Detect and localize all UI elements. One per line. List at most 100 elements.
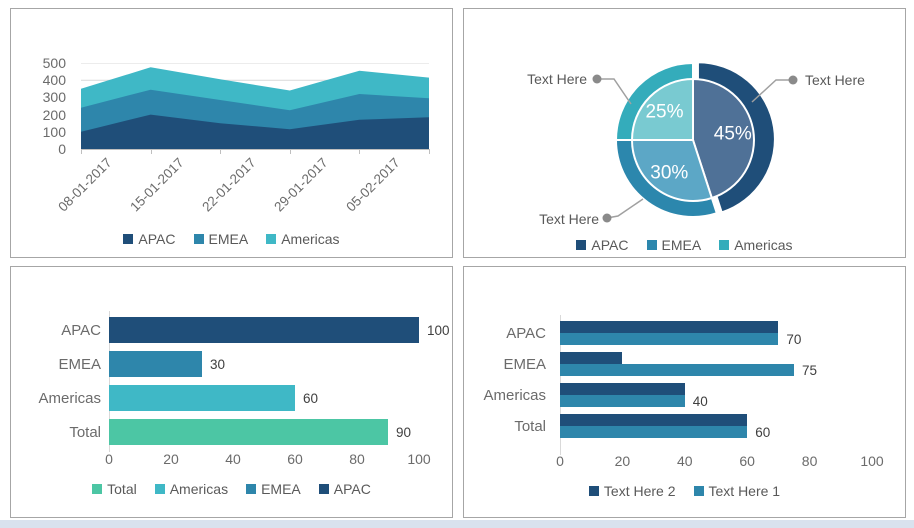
bar-value-label: 30 bbox=[210, 357, 226, 372]
x-axis-tick-label: 40 bbox=[225, 451, 241, 467]
bar-emea-series1[interactable] bbox=[560, 364, 794, 376]
bar-apac-series2[interactable] bbox=[560, 321, 779, 333]
bar-emea[interactable] bbox=[109, 351, 202, 377]
legend-item-text-here-1[interactable]: Text Here 1 bbox=[693, 483, 781, 499]
legend-label: Americas bbox=[169, 481, 229, 497]
bar-americas[interactable] bbox=[109, 385, 295, 411]
x-axis-tick bbox=[150, 149, 152, 154]
bar-apac[interactable] bbox=[109, 317, 419, 343]
bar-total-series1[interactable] bbox=[560, 426, 748, 438]
legend-label: Americas bbox=[281, 231, 340, 247]
bar-total-series2[interactable] bbox=[560, 414, 748, 426]
legend-swatch bbox=[246, 484, 257, 494]
legend-label: EMEA bbox=[208, 231, 249, 247]
legend-item-apac[interactable]: APAC bbox=[318, 481, 371, 497]
legend-swatch bbox=[646, 240, 657, 250]
y-axis-tick-label: 200 bbox=[42, 106, 66, 123]
legend-swatch bbox=[266, 234, 277, 244]
legend-item-emea[interactable]: EMEA bbox=[246, 481, 301, 497]
legend-item-text-here-2[interactable]: Text Here 2 bbox=[588, 483, 676, 499]
chart-legend: Total Americas EMEA APAC bbox=[11, 481, 452, 497]
legend-item-emea[interactable]: EMEA bbox=[193, 231, 249, 247]
x-axis-tick-label: 0 bbox=[105, 451, 113, 467]
x-axis-date-label: 15-01-2017 bbox=[127, 155, 187, 215]
chart-legend: Text Here 2 Text Here 1 bbox=[464, 483, 905, 499]
x-axis-tick bbox=[289, 149, 291, 154]
legend-label: Total bbox=[107, 481, 137, 497]
x-axis-tick-label: 40 bbox=[677, 453, 693, 469]
legend-swatch bbox=[123, 234, 134, 244]
legend-swatch bbox=[719, 240, 730, 250]
x-axis-tick-label: 60 bbox=[287, 451, 303, 467]
pie-callout-label-bottom-left: Text Here bbox=[539, 211, 599, 227]
pie-callout-label-top-left: Text Here bbox=[527, 71, 587, 87]
bar-value-label: 40 bbox=[692, 394, 708, 409]
x-axis-tick-label: 80 bbox=[349, 451, 365, 467]
bar-value-label: 75 bbox=[802, 363, 818, 378]
legend-swatch bbox=[193, 234, 204, 244]
x-axis-tick bbox=[81, 149, 82, 154]
bar-americas-series1[interactable] bbox=[560, 395, 685, 407]
legend-item-emea[interactable]: EMEA bbox=[646, 237, 702, 253]
category-label: EMEA bbox=[503, 356, 546, 373]
legend-label: EMEA bbox=[261, 481, 301, 497]
category-label: APAC bbox=[61, 322, 101, 339]
legend-swatch bbox=[693, 486, 704, 496]
legend-item-apac[interactable]: APAC bbox=[576, 237, 629, 253]
bar-value-label: 70 bbox=[786, 332, 802, 347]
pie-percent-label: 25% bbox=[645, 102, 683, 123]
area-chart-panel: 0 100 200 300 400 500 08-01-2017 15-01-2017 22-0… bbox=[10, 8, 453, 258]
bar-emea-series2[interactable] bbox=[560, 352, 623, 364]
pie-slice-emea[interactable] bbox=[631, 139, 713, 202]
callout-line bbox=[606, 198, 644, 219]
bar-apac-series1[interactable] bbox=[560, 333, 779, 345]
category-label: Total bbox=[69, 424, 101, 441]
bar-value-label: 90 bbox=[396, 425, 412, 440]
legend-label: Text Here 1 bbox=[708, 483, 781, 499]
pie-slice-americas[interactable] bbox=[631, 78, 694, 141]
legend-item-apac[interactable]: APAC bbox=[123, 231, 176, 247]
x-axis-tick-label: 20 bbox=[163, 451, 179, 467]
pie-slice-apac[interactable] bbox=[692, 78, 755, 200]
legend-item-americas[interactable]: Americas bbox=[154, 481, 229, 497]
pie-percent-label: 30% bbox=[650, 163, 688, 184]
y-axis-tick-label: 500 bbox=[42, 55, 66, 71]
bar-total[interactable] bbox=[109, 419, 388, 445]
y-axis-tick-label: 100 bbox=[42, 123, 66, 140]
legend-label: APAC bbox=[591, 237, 629, 253]
pie-plot: 45% 30% 25% bbox=[592, 61, 798, 223]
legend-swatch bbox=[154, 484, 165, 494]
grouped-bar-chart-panel: APAC 70 EMEA 75 Americas 40 Total 60 0 20 40 60 80 10… bbox=[463, 266, 906, 518]
bar-americas-series2[interactable] bbox=[560, 383, 685, 395]
legend-item-total[interactable]: Total bbox=[92, 481, 137, 497]
chart-legend: APAC EMEA Americas bbox=[11, 231, 452, 247]
bar-value-label: 60 bbox=[303, 391, 319, 406]
bar-chart-panel: APAC 100 EMEA 30 Americas 60 Total 90 0 20 40 60 80 1… bbox=[10, 266, 453, 518]
y-axis-tick-label: 300 bbox=[42, 89, 66, 106]
category-label: Americas bbox=[38, 390, 101, 407]
callout-line bbox=[751, 79, 793, 103]
x-axis-tick-label: 100 bbox=[407, 451, 431, 467]
x-axis-tick-label: 80 bbox=[801, 453, 818, 469]
x-axis-tick-label: 60 bbox=[739, 453, 755, 469]
bar-value-label: 60 bbox=[755, 425, 771, 440]
pie-callout-label-right: Text Here bbox=[805, 72, 865, 88]
legend-label: APAC bbox=[138, 231, 176, 247]
x-axis-date-label: 29-01-2017 bbox=[271, 155, 331, 215]
legend-label: EMEA bbox=[661, 237, 702, 253]
legend-item-americas[interactable]: Americas bbox=[719, 237, 793, 253]
legend-item-americas[interactable]: Americas bbox=[266, 231, 340, 247]
x-axis-date-label: 05-02-2017 bbox=[343, 155, 403, 215]
pie-chart-panel: Text Here Text Here Text Here 45% 30% 25% A… bbox=[463, 8, 906, 258]
x-axis-date-label: 22-01-2017 bbox=[199, 155, 259, 215]
legend-label: Text Here 2 bbox=[603, 483, 676, 499]
x-axis-tick bbox=[429, 149, 430, 154]
category-label: EMEA bbox=[58, 356, 101, 373]
legend-label: Americas bbox=[734, 237, 793, 253]
legend-swatch bbox=[92, 484, 103, 494]
callout-dot bbox=[788, 75, 798, 85]
x-axis-tick-label: 20 bbox=[614, 453, 631, 469]
area-series-apac[interactable] bbox=[81, 114, 429, 149]
legend-label: APAC bbox=[333, 481, 371, 497]
